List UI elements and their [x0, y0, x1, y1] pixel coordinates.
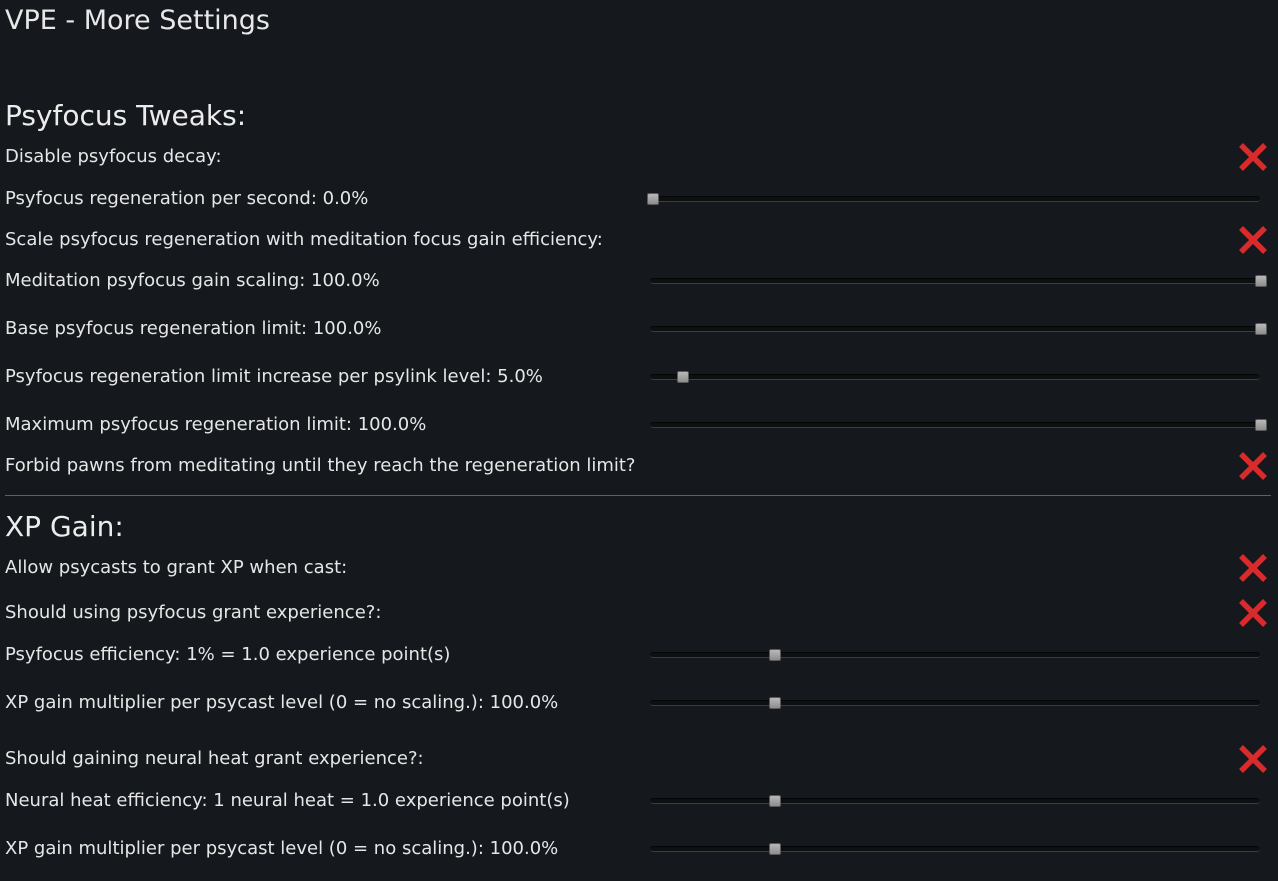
slider-track — [650, 422, 1260, 428]
cross-icon — [1237, 597, 1269, 629]
slider-thumb[interactable] — [647, 193, 659, 205]
slider-track — [650, 374, 1260, 380]
meditation-psyfocus-gain-scaling-slider[interactable] — [646, 265, 1267, 297]
cross-icon — [1237, 743, 1269, 775]
setting-label: Meditation psyfocus gain scaling: 100.0% — [5, 270, 380, 291]
setting-label: Psyfocus efficiency: 1% = 1.0 experience… — [5, 644, 451, 665]
maximum-psyfocus-regeneration-limit-slider[interactable] — [646, 409, 1267, 441]
slider-track — [650, 798, 1260, 804]
setting-row-disable-psyfocus-decay: Disable psyfocus decay: — [0, 141, 1278, 173]
regeneration-limit-increase-per-psylink-slider[interactable] — [646, 361, 1266, 393]
slider-track — [650, 326, 1260, 332]
setting-row-xp-gain-multiplier-neural-heat: XP gain multiplier per psycast level (0 … — [0, 833, 1278, 865]
setting-row-allow-psycasts-grant-xp: Allow psycasts to grant XP when cast: — [0, 552, 1278, 584]
setting-label: Should gaining neural heat grant experie… — [5, 748, 424, 769]
neural-heat-grant-experience-checkbox[interactable] — [1237, 743, 1269, 775]
slider-track — [650, 700, 1260, 706]
slider-thumb[interactable] — [1255, 275, 1267, 287]
allow-psycasts-grant-xp-checkbox[interactable] — [1237, 552, 1269, 584]
neural-heat-efficiency-slider[interactable] — [646, 785, 1266, 817]
cross-icon — [1237, 141, 1269, 173]
disable-psyfocus-decay-checkbox[interactable] — [1237, 141, 1269, 173]
slider-track — [650, 846, 1260, 852]
scale-regeneration-with-meditation-checkbox[interactable] — [1237, 224, 1269, 256]
slider-thumb[interactable] — [768, 795, 781, 807]
slider-thumb[interactable] — [768, 843, 781, 855]
xp-gain-multiplier-psyfocus-slider[interactable] — [646, 687, 1266, 719]
setting-label: Psyfocus regeneration per second: 0.0% — [5, 188, 369, 209]
base-psyfocus-regeneration-limit-slider[interactable] — [646, 313, 1267, 345]
setting-row-neural-heat-grant-experience: Should gaining neural heat grant experie… — [0, 743, 1278, 775]
slider-thumb[interactable] — [768, 649, 781, 661]
setting-label: Maximum psyfocus regeneration limit: 100… — [5, 414, 427, 435]
cross-icon — [1237, 450, 1269, 482]
slider-track — [650, 652, 1260, 658]
setting-row-forbid-meditating-until-limit: Forbid pawns from meditating until they … — [0, 450, 1278, 482]
section-title-xp-gain: XP Gain: — [5, 510, 124, 543]
cross-icon — [1237, 224, 1269, 256]
setting-row-base-psyfocus-regeneration-limit: Base psyfocus regeneration limit: 100.0% — [0, 313, 1278, 345]
slider-thumb[interactable] — [1255, 323, 1267, 335]
setting-label: XP gain multiplier per psycast level (0 … — [5, 692, 559, 713]
psyfocus-efficiency-slider[interactable] — [646, 639, 1266, 671]
setting-row-regeneration-limit-increase-per-psylink: Psyfocus regeneration limit increase per… — [0, 361, 1278, 393]
setting-label: Psyfocus regeneration limit increase per… — [5, 366, 543, 387]
setting-row-psyfocus-regeneration-per-second: Psyfocus regeneration per second: 0.0% — [0, 183, 1278, 215]
slider-thumb[interactable] — [677, 371, 690, 383]
cross-icon — [1237, 552, 1269, 584]
section-divider — [5, 495, 1271, 496]
setting-row-meditation-psyfocus-gain-scaling: Meditation psyfocus gain scaling: 100.0% — [0, 265, 1278, 297]
setting-label: Allow psycasts to grant XP when cast: — [5, 557, 348, 578]
slider-thumb[interactable] — [1255, 419, 1267, 431]
setting-row-psyfocus-efficiency: Psyfocus efficiency: 1% = 1.0 experience… — [0, 639, 1278, 671]
slider-track — [650, 278, 1260, 284]
setting-label: Should using psyfocus grant experience?: — [5, 602, 382, 623]
setting-row-neural-heat-efficiency: Neural heat efficiency: 1 neural heat = … — [0, 785, 1278, 817]
setting-row-xp-gain-multiplier-psyfocus: XP gain multiplier per psycast level (0 … — [0, 687, 1278, 719]
section-title-psyfocus-tweaks: Psyfocus Tweaks: — [5, 99, 247, 132]
slider-thumb[interactable] — [768, 697, 781, 709]
setting-label: Neural heat efficiency: 1 neural heat = … — [5, 790, 570, 811]
psyfocus-regeneration-per-second-slider[interactable] — [646, 183, 1266, 215]
setting-label: Base psyfocus regeneration limit: 100.0% — [5, 318, 382, 339]
setting-label: Disable psyfocus decay: — [5, 146, 222, 167]
setting-label: Forbid pawns from meditating until they … — [5, 455, 636, 476]
page-title: VPE - More Settings — [5, 5, 270, 36]
setting-row-scale-regeneration-with-meditation: Scale psyfocus regeneration with meditat… — [0, 224, 1278, 256]
setting-row-maximum-psyfocus-regeneration-limit: Maximum psyfocus regeneration limit: 100… — [0, 409, 1278, 441]
setting-row-psyfocus-grant-experience: Should using psyfocus grant experience?: — [0, 597, 1278, 629]
xp-gain-multiplier-neural-heat-slider[interactable] — [646, 833, 1266, 865]
setting-label: Scale psyfocus regeneration with meditat… — [5, 229, 603, 250]
psyfocus-grant-experience-checkbox[interactable] — [1237, 597, 1269, 629]
slider-track — [650, 196, 1260, 202]
forbid-meditating-until-limit-checkbox[interactable] — [1237, 450, 1269, 482]
setting-label: XP gain multiplier per psycast level (0 … — [5, 838, 559, 859]
